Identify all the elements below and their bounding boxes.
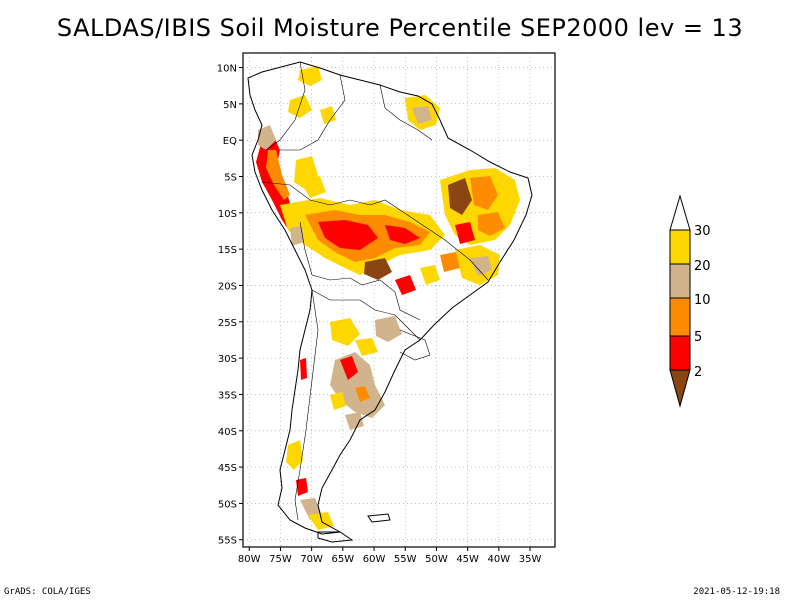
lon-tick-label: 50W — [425, 554, 448, 565]
lon-tick-label: 80W — [238, 554, 261, 565]
percentile-patch — [330, 318, 360, 346]
percentile-patch — [355, 386, 370, 402]
percentile-patch — [385, 225, 420, 244]
lon-tick-label: 55W — [394, 554, 417, 565]
country-border — [444, 239, 489, 281]
lat-tick-label: 5N — [223, 100, 237, 111]
coastline — [247, 61, 533, 543]
country-border — [399, 329, 431, 361]
south-america-coastline — [247, 61, 533, 535]
percentile-patch — [286, 440, 303, 470]
lon-tick-label: 70W — [300, 554, 323, 565]
lat-tick-label: 10S — [218, 209, 237, 220]
percentile-patch — [300, 176, 326, 198]
lon-tick-label: 60W — [363, 554, 386, 565]
lon-tick-label: 65W — [332, 554, 355, 565]
percentile-fill — [256, 66, 520, 530]
percentile-patch — [330, 392, 346, 410]
tierra-del-fuego-coastline — [317, 531, 354, 543]
legend-label-30: 30 — [694, 224, 711, 239]
lat-tick-label: 50S — [218, 499, 237, 510]
percentile-patch — [470, 256, 492, 276]
country-border — [265, 61, 306, 151]
legend-swatch-30 — [669, 229, 691, 265]
percentile-patch — [340, 356, 358, 380]
country-border — [311, 289, 396, 316]
percentile-patch — [298, 66, 322, 86]
legend-arrow-top — [669, 194, 691, 231]
country-border — [261, 181, 331, 206]
percentile-patch — [420, 265, 440, 285]
country-border — [379, 84, 433, 141]
legend-colorbar: 30 20 10 5 2 — [669, 194, 711, 408]
percentile-patch — [290, 226, 304, 246]
lon-tick-label: 40W — [488, 554, 511, 565]
lat-tick-label: 55S — [218, 536, 237, 547]
lat-tick-label: 40S — [218, 427, 237, 438]
percentile-patch — [364, 258, 392, 280]
lat-tick-label: 15S — [218, 245, 237, 256]
legend-swatch-5 — [669, 335, 691, 371]
footer-credit: GrADS: COLA/IGES — [4, 587, 91, 597]
falkland-islands-coastline — [367, 513, 391, 523]
country-borders — [261, 61, 489, 521]
legend-label-10: 10 — [694, 293, 711, 308]
percentile-patch — [288, 95, 312, 118]
lat-tick-label: 5S — [224, 173, 237, 184]
country-border — [280, 74, 346, 151]
percentile-patch — [448, 178, 472, 215]
legend-arrow-bottom — [669, 369, 691, 408]
lat-tick-label: EQ — [223, 136, 237, 147]
percentile-patch — [300, 358, 307, 380]
percentile-patch — [318, 220, 378, 250]
percentile-patch — [320, 106, 336, 124]
percentile-patch — [375, 316, 402, 342]
lat-tick-label: 20S — [218, 281, 237, 292]
country-border — [299, 221, 363, 286]
percentile-patch — [412, 106, 432, 124]
lon-tick-label: 45W — [456, 554, 479, 565]
legend-swatch-10 — [669, 297, 691, 337]
country-border — [361, 279, 421, 321]
legend-swatch-20 — [669, 263, 691, 299]
percentile-patch — [345, 412, 364, 430]
percentile-patch — [470, 176, 498, 210]
percentile-patch — [266, 150, 290, 200]
percentile-patch — [440, 252, 460, 272]
lon-tick-label: 75W — [269, 554, 292, 565]
percentile-patch — [455, 222, 475, 244]
lat-tick-label: 25S — [218, 318, 237, 329]
lat-tick-label: 30S — [218, 354, 237, 365]
country-border — [329, 199, 446, 241]
axis-labels: 10N 5N EQ 5S 10S 15S 20S 25S 30S 35S 40S 45S 50S 55S8… — [217, 64, 542, 565]
map-title: SALDAS/IBIS Soil Moisture Percentile SEP… — [56, 14, 744, 42]
country-border — [294, 289, 319, 521]
percentile-patch — [296, 478, 308, 496]
percentile-patch — [258, 125, 276, 150]
percentile-patch — [355, 338, 378, 356]
percentile-patch — [395, 275, 416, 295]
percentile-patch — [478, 212, 505, 236]
lon-tick-label: 35W — [519, 554, 542, 565]
legend-label-2: 2 — [694, 365, 702, 380]
lat-tick-label: 45S — [218, 463, 237, 474]
lat-tick-label: 35S — [218, 390, 237, 401]
footer-timestamp: 2021-05-12-19:18 — [693, 587, 780, 597]
lat-tick-label: 10N — [217, 64, 237, 75]
legend-label-20: 20 — [694, 259, 711, 274]
legend-label-5: 5 — [694, 330, 702, 345]
